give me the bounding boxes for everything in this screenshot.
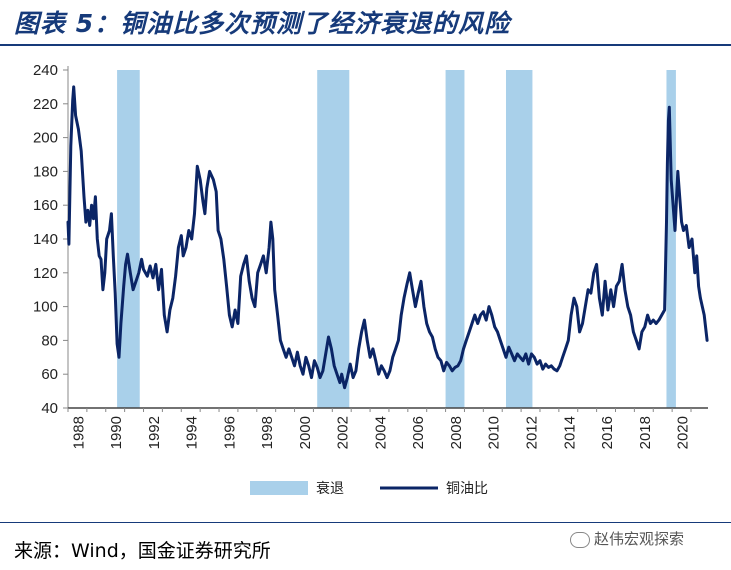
y-tick-label: 100	[33, 299, 58, 316]
recession-band-4	[666, 70, 676, 408]
recession-band-0	[117, 70, 140, 408]
x-tick-label: 2008	[448, 416, 465, 449]
y-tick-label: 140	[33, 231, 58, 248]
x-tick-label: 1990	[108, 416, 125, 449]
legend-label-line: 铜油比	[446, 481, 488, 497]
x-tick-label: 2012	[524, 416, 541, 449]
series-line-layer	[66, 85, 709, 390]
chart-title: 图表 5：铜油比多次预测了经济衰退的风险	[14, 9, 511, 38]
watermark: 赵伟宏观探索	[570, 528, 684, 549]
x-tick-label: 1998	[259, 416, 276, 449]
legend-swatch-recession	[250, 481, 308, 495]
x-tick-label: 2006	[410, 416, 427, 449]
wechat-icon	[570, 531, 590, 548]
x-tick-label: 1988	[70, 416, 87, 449]
y-tick-label: 120	[33, 265, 58, 282]
axes: 40 60 80 100 120 140 160 180 200 220 240 1988 1990 19…	[33, 62, 708, 449]
x-tick-label: 2020	[675, 416, 692, 449]
x-tick-label: 2004	[372, 416, 389, 449]
x-tick-label: 1996	[221, 416, 238, 449]
x-tick-label: 2000	[297, 416, 314, 449]
y-tick-label: 60	[41, 366, 58, 383]
y-tick-label: 40	[41, 400, 58, 417]
x-tick-label: 2018	[637, 416, 654, 449]
x-tick-label: 2010	[486, 416, 503, 449]
x-tick-label: 2016	[599, 416, 616, 449]
source-divider	[0, 522, 731, 523]
series-line-0	[66, 85, 709, 390]
y-tick-label: 200	[33, 130, 58, 147]
x-tick-label: 2014	[561, 416, 578, 449]
y-tick-label: 160	[33, 197, 58, 214]
title-divider	[0, 44, 731, 46]
recession-bands	[117, 70, 676, 408]
y-tick-label: 180	[33, 163, 58, 180]
copper-oil-ratio-chart: 40 60 80 100 120 140 160 180 200 220 240 1988 1990 19…	[33, 62, 709, 497]
legend: 衰退 铜油比	[250, 480, 488, 497]
x-tick-label: 2002	[335, 416, 352, 449]
source-note: 来源：Wind，国金证券研究所	[14, 540, 271, 562]
y-tick-label: 220	[33, 96, 58, 113]
x-tick-label: 1994	[184, 416, 201, 449]
x-tick-label: 1992	[146, 416, 163, 449]
y-tick-label: 240	[33, 62, 58, 79]
watermark-text: 赵伟宏观探索	[594, 530, 685, 548]
recession-band-2	[445, 70, 465, 408]
y-tick-label: 80	[41, 332, 58, 349]
legend-label-recession: 衰退	[316, 480, 344, 497]
